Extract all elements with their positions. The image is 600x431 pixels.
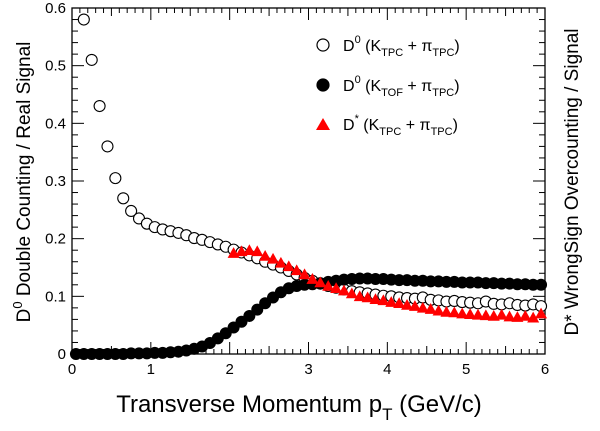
- data-point: [385, 296, 398, 307]
- data-point: [503, 310, 516, 322]
- data-point: [77, 13, 90, 26]
- legend-marker-d0-ktof: [316, 78, 330, 92]
- legend-label-dstar: D* (KTPC + πTPC): [343, 113, 458, 138]
- data-point: [259, 249, 272, 261]
- x-tick-label: 0: [68, 361, 76, 378]
- data-point: [471, 308, 484, 320]
- data-point: [416, 301, 429, 313]
- data-point: [377, 294, 390, 306]
- data-point: [290, 264, 303, 276]
- data-point: [401, 298, 414, 310]
- y-tick-label: 0.2: [45, 231, 66, 248]
- x-tick-label: 1: [147, 361, 155, 378]
- y-tick-label: 0.6: [45, 0, 66, 17]
- data-point: [243, 244, 256, 255]
- legend-marker-d0-ktpc: [316, 38, 330, 52]
- y-tick-label: 0.3: [45, 173, 66, 190]
- data-point: [101, 140, 114, 153]
- data-point: [495, 308, 508, 320]
- y-tick-label: 0.1: [45, 288, 66, 305]
- data-point: [267, 252, 280, 264]
- x-tick-label: 6: [541, 361, 549, 378]
- data-point: [330, 282, 343, 294]
- data-point: [479, 309, 492, 321]
- y-tick-label: 0.5: [45, 58, 66, 75]
- data-point: [345, 287, 358, 299]
- data-point: [93, 99, 106, 113]
- data-point: [251, 303, 264, 316]
- series-0: [77, 13, 548, 313]
- y-axis-title-left-sup: 0: [10, 301, 25, 308]
- data-point: [440, 305, 453, 317]
- data-point: [243, 309, 256, 322]
- data-point: [535, 278, 548, 291]
- data-point: [353, 290, 366, 302]
- y-tick-label: 0: [58, 346, 66, 363]
- data-point: [535, 307, 548, 319]
- data-point: [314, 276, 327, 288]
- y-tick-label: 0.4: [45, 115, 66, 132]
- data-point: [527, 311, 540, 323]
- data-point: [432, 304, 445, 316]
- y-axis-title-right: D* WrongSign Overcounting / Signal: [562, 29, 583, 336]
- x-tick-label: 3: [304, 361, 312, 378]
- legend-marker-dstar: [316, 118, 330, 130]
- data-point: [85, 53, 98, 66]
- data-point: [456, 307, 469, 319]
- data-point: [251, 245, 264, 257]
- y-axis-title-left-text: Double Counting / Real Signal: [14, 42, 35, 302]
- data-point: [519, 309, 532, 321]
- data-point: [298, 268, 311, 280]
- series-2: [227, 244, 548, 323]
- legend-label-d0-ktpc: D0 (KTPC + πTPC): [343, 34, 460, 59]
- y-axis-title-left: D0 Double Counting / Real Signal: [10, 42, 35, 323]
- data-point: [274, 256, 287, 268]
- series-layer: [69, 13, 548, 360]
- x-axis-title-main: Transverse Momentum p: [116, 391, 382, 418]
- data-point: [369, 293, 382, 305]
- y-axis-title-left-base: D: [14, 309, 35, 323]
- data-point: [337, 284, 350, 296]
- data-point: [424, 303, 437, 314]
- x-axis-title-sub: T: [382, 405, 392, 424]
- x-tick-label: 4: [383, 361, 391, 378]
- data-point: [448, 306, 461, 318]
- x-axis-title-tail: (GeV/c): [392, 391, 481, 418]
- data-point: [393, 297, 406, 309]
- legend-label-d0-ktof: D0 (KTOF + πTPC): [343, 74, 460, 99]
- x-tick-label: 5: [462, 361, 470, 378]
- data-point: [109, 172, 122, 185]
- x-axis-title: Transverse Momentum pT (GeV/c): [116, 391, 482, 424]
- data-point: [125, 204, 138, 218]
- tick-labels: 0 1 2 3 4 5 6 0 0.1 0.2 0.3 0.4 0.5 0.6: [45, 0, 549, 378]
- legend: D0 (KTPC + πTPC) D0 (KTOF + πTPC) D* (KT…: [316, 34, 460, 138]
- x-tick-label: 2: [225, 361, 233, 378]
- data-point: [306, 273, 319, 284]
- data-point: [282, 260, 295, 272]
- data-point: [408, 300, 421, 311]
- data-point: [464, 308, 477, 320]
- data-point: [361, 291, 374, 303]
- data-point: [322, 279, 335, 291]
- axis-ticks: [71, 7, 546, 355]
- series-1: [69, 272, 548, 360]
- data-point: [117, 192, 130, 205]
